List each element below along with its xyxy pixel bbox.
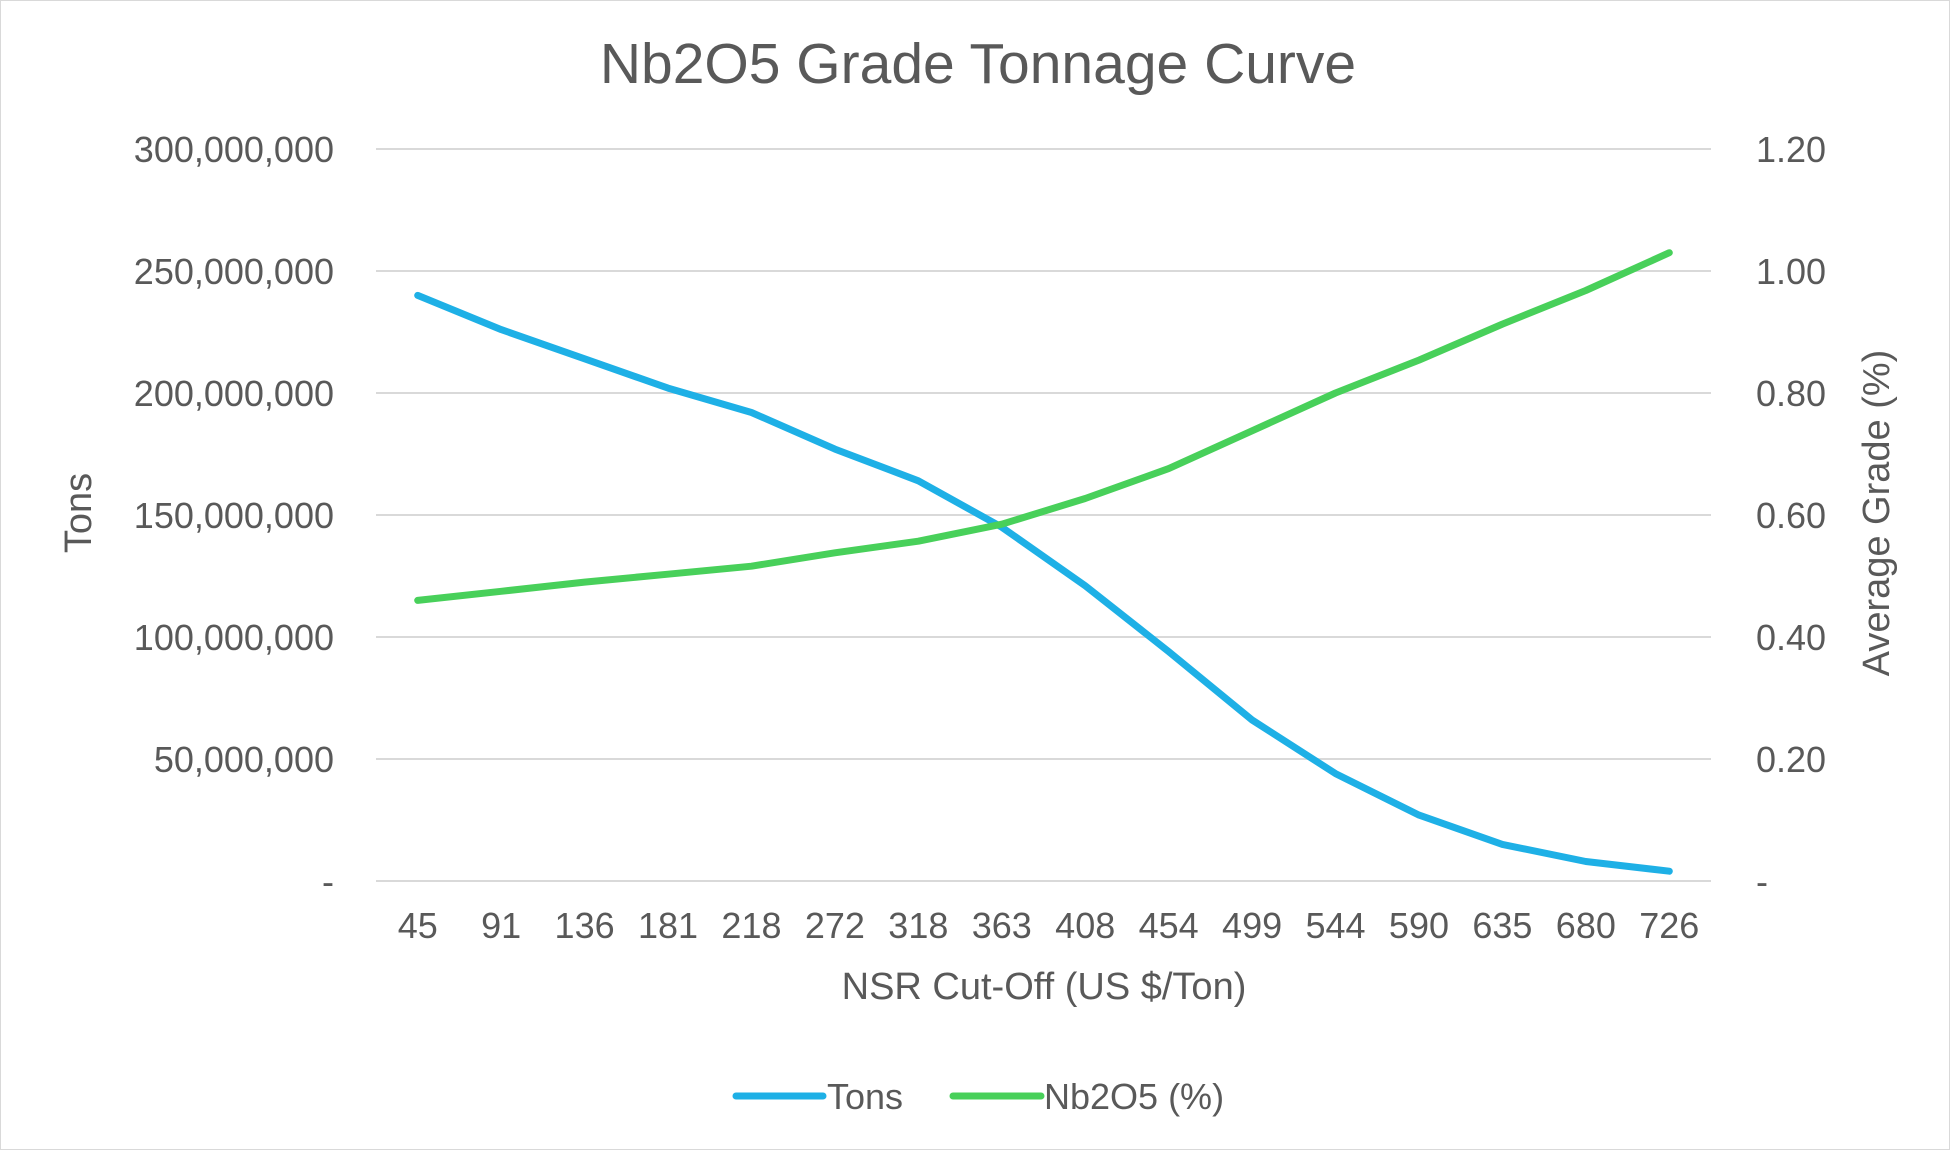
series-lines (414, 249, 1673, 875)
legend-label-nb2o5: Nb2O5 (%) (1044, 1076, 1224, 1117)
x-axis-ticks: 45 91 136 181 218 272 318 363 408 454 499 544 590 635… (398, 905, 1700, 946)
y2-tick-label: 1.00 (1756, 251, 1826, 292)
legend-label-tons: Tons (827, 1076, 903, 1117)
y-tick-label: 150,000,000 (134, 495, 334, 536)
x-tick-label: 408 (1055, 905, 1115, 946)
x-tick-label: 544 (1305, 905, 1365, 946)
x-tick-label: 499 (1222, 905, 1282, 946)
y2-tick-label: 1.20 (1756, 129, 1826, 170)
y-tick-label: 200,000,000 (134, 373, 334, 414)
series-line-nb2o5 (414, 249, 1673, 604)
x-tick-label: 91 (481, 905, 521, 946)
x-tick-label: 726 (1639, 905, 1699, 946)
y2-tick-label: 0.20 (1756, 739, 1826, 780)
x-tick-label: 181 (638, 905, 698, 946)
x-tick-label: 45 (398, 905, 438, 946)
legend-item-nb2o5: Nb2O5 (%) (949, 1076, 1224, 1117)
x-tick-label: 635 (1472, 905, 1532, 946)
x-tick-label: 218 (721, 905, 781, 946)
x-tick-label: 454 (1139, 905, 1199, 946)
y2-tick-label: 0.60 (1756, 495, 1826, 536)
x-tick-label: 318 (888, 905, 948, 946)
y-tick-label: 300,000,000 (134, 129, 334, 170)
y2-tick-label: 0.80 (1756, 373, 1826, 414)
chart-title: Nb2O5 Grade Tonnage Curve (600, 32, 1356, 96)
y-tick-label: - (322, 861, 334, 902)
y-tick-label: 250,000,000 (134, 251, 334, 292)
series-line-tons (414, 291, 1673, 875)
x-axis-title: NSR Cut-Off (US $/Ton) (842, 966, 1247, 1008)
y2-tick-label: - (1756, 861, 1768, 902)
gridlines (376, 148, 1711, 882)
y2-tick-label: 0.40 (1756, 617, 1826, 658)
x-tick-label: 590 (1389, 905, 1449, 946)
x-tick-label: 680 (1556, 905, 1616, 946)
y-tick-label: 50,000,000 (154, 739, 334, 780)
x-tick-label: 136 (555, 905, 615, 946)
legend: Tons Nb2O5 (%) (732, 1076, 1224, 1117)
y2-axis-ticks: - 0.20 0.40 0.60 0.80 1.00 1.20 (1756, 129, 1826, 902)
y-axis-ticks: - 50,000,000 100,000,000 150,000,000 200,000… (134, 129, 334, 902)
y2-axis-title: Average Grade (%) (1856, 350, 1898, 677)
y-axis-title: Tons (58, 473, 100, 553)
x-tick-label: 272 (805, 905, 865, 946)
y-tick-label: 100,000,000 (134, 617, 334, 658)
x-tick-label: 363 (972, 905, 1032, 946)
legend-item-tons: Tons (732, 1076, 903, 1117)
